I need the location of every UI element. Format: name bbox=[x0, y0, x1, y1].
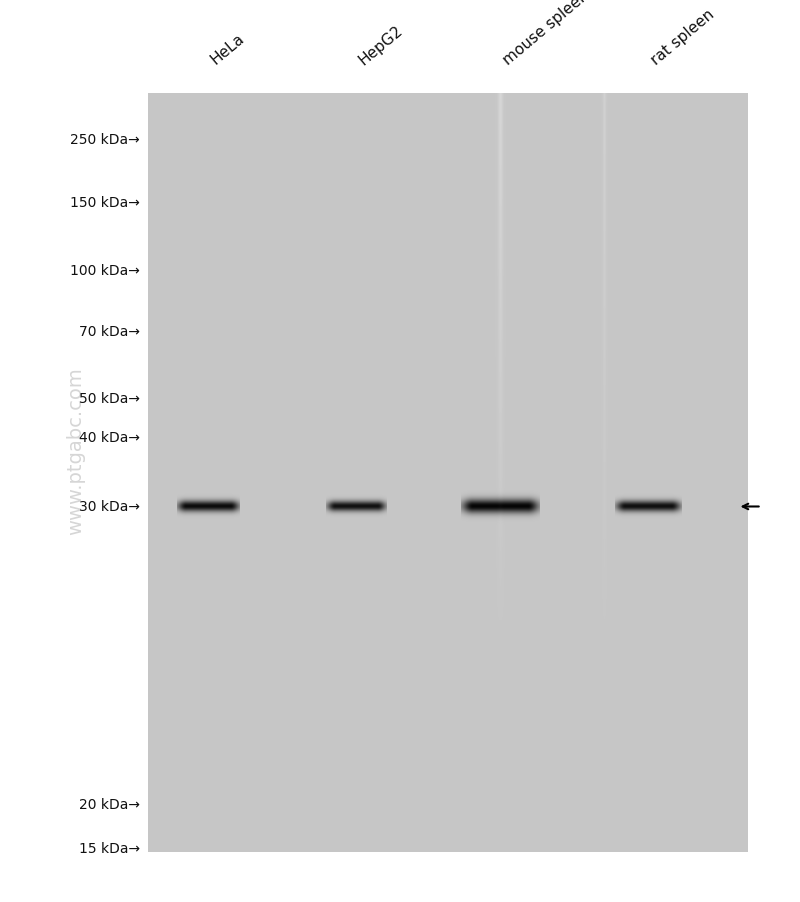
Text: HeLa: HeLa bbox=[208, 32, 247, 68]
Text: mouse spleen: mouse spleen bbox=[500, 0, 591, 68]
Text: 15 kDa→: 15 kDa→ bbox=[79, 841, 140, 855]
Text: 40 kDa→: 40 kDa→ bbox=[79, 430, 140, 445]
Text: 250 kDa→: 250 kDa→ bbox=[70, 133, 140, 147]
Text: 150 kDa→: 150 kDa→ bbox=[70, 196, 140, 210]
Text: 100 kDa→: 100 kDa→ bbox=[70, 263, 140, 278]
Text: 20 kDa→: 20 kDa→ bbox=[79, 797, 140, 812]
Text: 30 kDa→: 30 kDa→ bbox=[79, 500, 140, 514]
Text: rat spleen: rat spleen bbox=[648, 6, 717, 68]
Text: 50 kDa→: 50 kDa→ bbox=[79, 391, 140, 406]
Text: HepG2: HepG2 bbox=[356, 23, 406, 68]
Text: 70 kDa→: 70 kDa→ bbox=[79, 325, 140, 339]
Text: www.ptgabc.com: www.ptgabc.com bbox=[66, 367, 86, 535]
